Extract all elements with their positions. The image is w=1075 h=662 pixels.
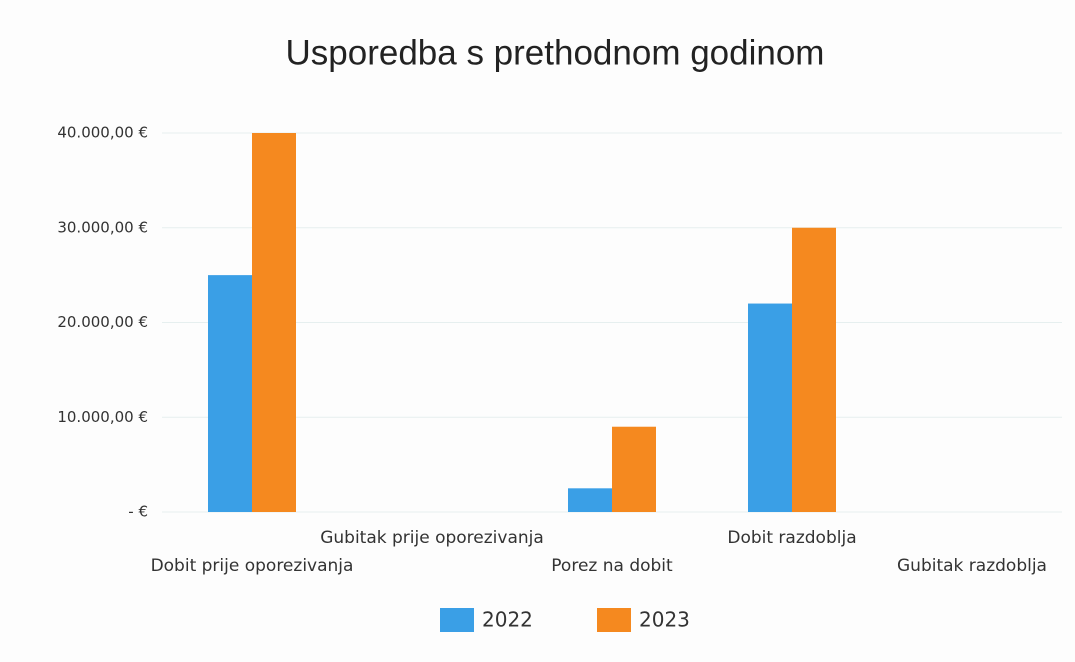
y-tick-label: 40.000,00 €	[57, 124, 148, 142]
legend-label: 2023	[639, 608, 690, 632]
x-tick-label: Gubitak prije oporezivanja	[320, 528, 544, 548]
bar	[568, 488, 612, 512]
x-tick-label: Dobit razdoblja	[727, 528, 856, 548]
bar	[612, 426, 656, 512]
x-tick-label: Dobit prije oporezivanja	[151, 556, 354, 576]
bar	[252, 133, 296, 512]
y-tick-label: - €	[128, 503, 148, 521]
x-tick-label: Gubitak razdoblja	[897, 556, 1047, 576]
y-tick-label: 30.000,00 €	[57, 218, 148, 236]
y-tick-label: 20.000,00 €	[57, 313, 148, 331]
legend-label: 2022	[482, 608, 533, 632]
legend-swatch	[597, 608, 631, 632]
legend-swatch	[440, 608, 474, 632]
bar	[208, 275, 252, 512]
bar	[748, 303, 792, 512]
chart-title: Usporedba s prethodnom godinom	[286, 33, 825, 72]
bar	[792, 227, 836, 512]
y-tick-label: 10.000,00 €	[57, 408, 148, 426]
x-tick-label: Porez na dobit	[551, 556, 673, 576]
